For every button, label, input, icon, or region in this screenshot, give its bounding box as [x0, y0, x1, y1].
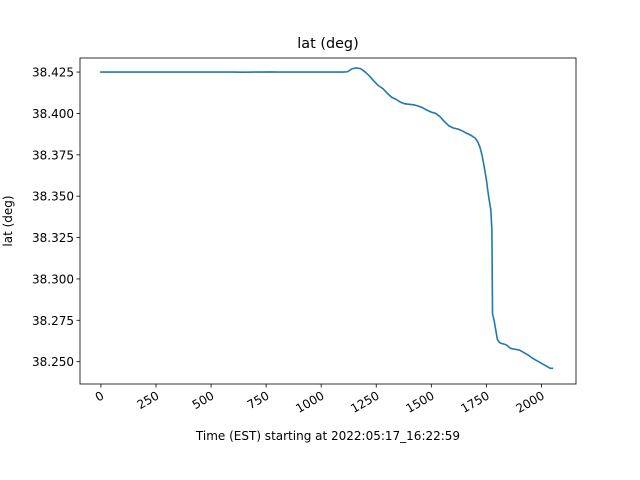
y-axis-title: lat (deg) — [1, 195, 15, 246]
y-tick-label: 38.275 — [32, 314, 74, 328]
axes-frame — [79, 57, 577, 385]
y-tick-label: 38.400 — [32, 107, 74, 121]
plot-area — [100, 67, 554, 370]
chart-title: lat (deg) — [297, 36, 358, 52]
y-tick-label: 38.375 — [32, 148, 74, 162]
y-tick-label: 38.300 — [32, 272, 74, 286]
y-axis: 38.250 38.275 38.300 38.325 38.350 38.375 38.4… — [32, 66, 80, 369]
series-line — [100, 67, 554, 370]
y-tick-label: 38.350 — [32, 190, 74, 204]
x-axis-title: Time (EST) starting at 2022:05:17_16:22:… — [195, 429, 460, 443]
y-tick-label: 38.250 — [32, 355, 74, 369]
y-tick-label: 38.325 — [32, 231, 74, 245]
y-tick-label: 38.425 — [32, 66, 74, 80]
